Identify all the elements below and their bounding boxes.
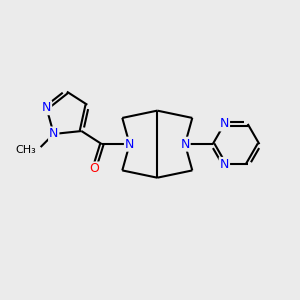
- Text: N: N: [180, 138, 190, 151]
- Text: CH₃: CH₃: [16, 145, 36, 155]
- Text: N: N: [49, 128, 58, 140]
- Text: N: N: [220, 118, 229, 130]
- Text: N: N: [42, 101, 51, 114]
- Text: N: N: [125, 138, 134, 151]
- Text: O: O: [90, 163, 100, 176]
- Text: N: N: [220, 158, 229, 171]
